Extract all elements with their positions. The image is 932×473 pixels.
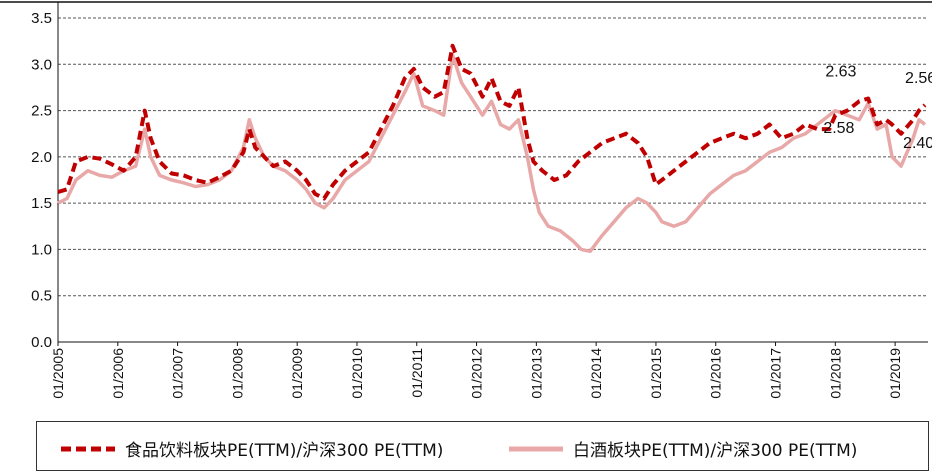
x-tick-label: 01/2016 xyxy=(708,348,724,399)
legend-label-food-beverage: 食品饮料板块PE(TTM)/沪深300 PE(TTM) xyxy=(125,441,444,461)
x-tick-label: 01/2010 xyxy=(349,348,365,399)
x-tick-label: 01/2017 xyxy=(768,348,784,399)
x-tick-label: 01/2005 xyxy=(50,348,66,399)
x-tick-label: 01/2019 xyxy=(887,348,903,399)
y-tick-label: 2.0 xyxy=(31,149,52,166)
series-lines xyxy=(57,43,927,254)
y-tick-label: 3.0 xyxy=(31,56,52,73)
y-tick-label: 0.0 xyxy=(31,334,52,351)
x-tick-label: 01/2011 xyxy=(409,348,425,398)
x-tick-label: 01/2018 xyxy=(827,348,843,399)
axes xyxy=(0,1,932,343)
x-tick-label: 01/2007 xyxy=(170,348,186,399)
x-tick-label: 01/2012 xyxy=(469,348,485,399)
chart-area: 0.00.51.01.52.02.53.03.5 01/2005 01/2006 0… xyxy=(0,1,932,399)
x-tick-label: 01/2009 xyxy=(289,348,305,399)
x-tick-label: 01/2014 xyxy=(588,348,604,399)
annotation-label: 2.58 xyxy=(823,120,854,137)
grid-lines xyxy=(58,17,928,297)
legend: 食品饮料板块PE(TTM)/沪深300 PE(TTM) 白酒板块PE(TTM)/… xyxy=(36,421,929,471)
legend-item-baijiu: 白酒板块PE(TTM)/沪深300 PE(TTM) xyxy=(507,436,857,461)
annotation-label: 2.40 xyxy=(903,135,932,152)
x-tick-label: 01/2013 xyxy=(528,348,544,399)
series-line-baijiu xyxy=(57,53,927,254)
annotation-label: 2.56 xyxy=(905,70,932,87)
series-line-food-beverage xyxy=(57,43,927,201)
y-tick-label: 2.5 xyxy=(31,103,52,120)
legend-swatch-solid-pink xyxy=(509,446,563,451)
legend-label-baijiu: 白酒板块PE(TTM)/沪深300 PE(TTM) xyxy=(573,441,858,461)
x-tick-label: 01/2006 xyxy=(110,348,126,399)
y-tick-label: 0.5 xyxy=(31,288,52,305)
y-tick-label: 1.5 xyxy=(31,195,52,212)
legend-swatch-dashed-red xyxy=(61,446,115,451)
y-tick-label: 3.5 xyxy=(31,10,52,27)
y-tick-label: 1.0 xyxy=(31,241,52,258)
x-tick-labels: 01/2005 01/2006 01/2007 01/2008 01/2009 01/20… xyxy=(50,342,903,399)
x-tick-label: 01/2015 xyxy=(648,348,664,399)
annotation-label: 2.63 xyxy=(825,64,856,81)
y-tick-labels: 0.0 0.5 1.0 1.5 2.0 2.5 3.0 3.5 xyxy=(31,10,52,351)
annotations: 2.63 2.56 2.58 2.40 xyxy=(823,64,932,152)
legend-item-food-beverage: 食品饮料板块PE(TTM)/沪深300 PE(TTM) xyxy=(59,436,443,461)
x-tick-label: 01/2008 xyxy=(229,348,245,399)
